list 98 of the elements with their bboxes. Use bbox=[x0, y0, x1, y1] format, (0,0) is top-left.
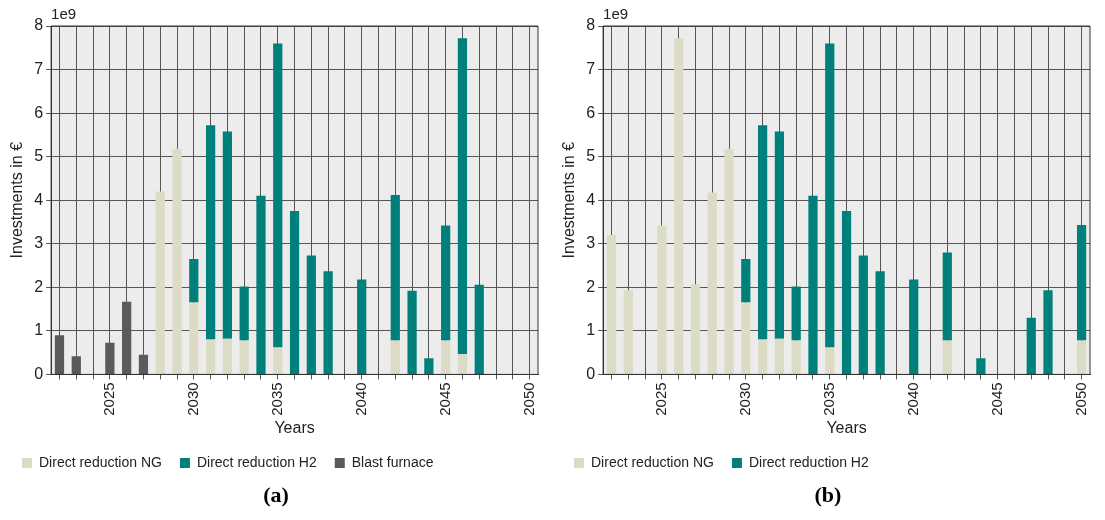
bar bbox=[875, 271, 885, 374]
bar bbox=[757, 125, 768, 340]
legend-label: Blast furnace bbox=[351, 453, 434, 470]
x-axis-title: Years bbox=[826, 418, 867, 436]
bar bbox=[942, 340, 952, 374]
bar bbox=[189, 302, 199, 374]
legend-label: Direct reduction NG bbox=[591, 453, 714, 470]
bar bbox=[273, 347, 283, 374]
bar bbox=[674, 38, 684, 374]
y-tick-label: 3 bbox=[586, 234, 596, 252]
x-tick-label: 2030 bbox=[183, 382, 201, 416]
bar bbox=[942, 252, 952, 341]
legend-label: Direct reduction H2 bbox=[748, 453, 869, 470]
bar bbox=[707, 192, 717, 374]
bar bbox=[205, 125, 216, 340]
bar bbox=[457, 353, 468, 374]
text: (a) bbox=[262, 482, 290, 508]
bar bbox=[690, 284, 701, 374]
bar bbox=[289, 211, 300, 374]
y-axis-title: Investments in € bbox=[560, 141, 578, 259]
bar bbox=[825, 347, 835, 374]
bar bbox=[825, 43, 835, 348]
y-tick-label: 4 bbox=[586, 190, 596, 208]
bar bbox=[457, 38, 468, 354]
bar bbox=[205, 339, 216, 374]
bar bbox=[323, 271, 333, 374]
x-tick-label: 2040 bbox=[903, 382, 921, 416]
bar bbox=[357, 279, 367, 374]
bar bbox=[1026, 317, 1036, 374]
bar bbox=[623, 290, 633, 374]
y-tick-label: 2 bbox=[586, 277, 596, 295]
text: 1e9 bbox=[51, 4, 77, 22]
x-tick-label: 2040 bbox=[351, 382, 369, 416]
bar bbox=[390, 194, 400, 341]
bar bbox=[976, 358, 986, 374]
bar bbox=[724, 148, 734, 374]
bar bbox=[1076, 225, 1087, 341]
y-tick-label: 7 bbox=[586, 59, 596, 77]
bar bbox=[441, 225, 451, 341]
bar bbox=[741, 302, 751, 374]
bar bbox=[774, 338, 785, 374]
x-tick-label: 2050 bbox=[519, 382, 537, 416]
bar bbox=[239, 286, 249, 341]
x-axis-title: Years bbox=[274, 418, 315, 436]
bar bbox=[155, 191, 165, 374]
y-tick-label: 3 bbox=[34, 234, 44, 252]
y-tick-label: 1 bbox=[586, 321, 596, 339]
legend-label: Direct reduction NG bbox=[39, 453, 162, 470]
x-tick-label: 2045 bbox=[987, 382, 1005, 416]
bar bbox=[1076, 340, 1087, 374]
y-tick-label: 5 bbox=[586, 147, 596, 165]
y-tick-label: 5 bbox=[34, 147, 44, 165]
y-tick-label: 4 bbox=[34, 190, 44, 208]
bar bbox=[841, 211, 852, 374]
x-tick-label: 2050 bbox=[1071, 382, 1089, 416]
bar bbox=[808, 195, 818, 374]
bar bbox=[390, 340, 400, 374]
bar bbox=[657, 225, 667, 374]
y-axis-title: Investments in € bbox=[8, 141, 26, 259]
bar bbox=[273, 43, 283, 348]
x-tick-label: 2030 bbox=[735, 382, 753, 416]
y-tick-label: 8 bbox=[34, 16, 44, 34]
bar bbox=[741, 259, 751, 303]
x-tick-label: 2035 bbox=[819, 382, 837, 416]
text: 1e9 bbox=[603, 4, 629, 22]
bar bbox=[858, 255, 868, 374]
x-tick-label: 2035 bbox=[267, 382, 285, 416]
bar bbox=[474, 284, 484, 374]
y-tick-label: 2 bbox=[34, 277, 44, 295]
bar bbox=[239, 340, 249, 374]
bar bbox=[757, 339, 768, 374]
bar bbox=[407, 290, 417, 374]
bar bbox=[306, 255, 316, 374]
bar bbox=[791, 286, 801, 341]
bar bbox=[774, 131, 785, 339]
y-tick-label: 0 bbox=[34, 364, 44, 382]
bar bbox=[222, 131, 233, 339]
bar bbox=[424, 358, 434, 374]
y-tick-label: 8 bbox=[586, 16, 596, 34]
bar bbox=[172, 148, 182, 374]
text: (b) bbox=[813, 482, 843, 508]
y-tick-label: 0 bbox=[586, 364, 596, 382]
y-tick-label: 7 bbox=[34, 59, 44, 77]
y-tick-label: 6 bbox=[586, 103, 596, 121]
legend-label: Direct reduction H2 bbox=[196, 453, 317, 470]
x-tick-label: 2025 bbox=[652, 382, 669, 416]
x-tick-label: 2045 bbox=[435, 382, 453, 416]
bar bbox=[441, 340, 451, 374]
bar bbox=[1043, 290, 1053, 374]
x-tick-label: 2025 bbox=[100, 382, 117, 416]
bar bbox=[256, 195, 266, 374]
bar bbox=[222, 338, 233, 374]
y-tick-label: 6 bbox=[34, 103, 44, 121]
bar bbox=[189, 259, 199, 303]
bar bbox=[606, 235, 617, 374]
bar bbox=[791, 340, 801, 374]
bar bbox=[909, 279, 919, 374]
y-tick-label: 1 bbox=[34, 321, 44, 339]
